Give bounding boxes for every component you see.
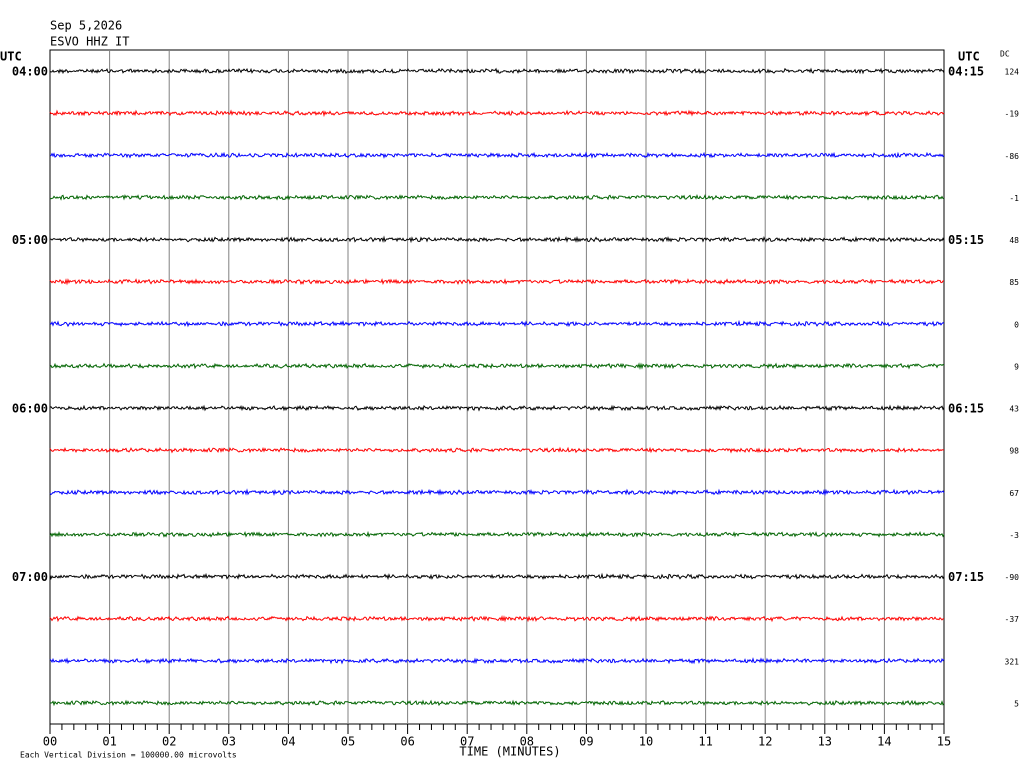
- x-tick-label: 07: [460, 735, 474, 749]
- dc-value: 9: [1014, 362, 1019, 371]
- dc-value: -19: [1005, 110, 1020, 119]
- plot-frame: [49, 49, 945, 725]
- x-tick-label: 08: [520, 735, 534, 749]
- trace: [50, 235, 945, 244]
- x-tick-label: 06: [400, 735, 414, 749]
- trace: [49, 488, 945, 497]
- x-tick-label: 09: [579, 735, 593, 749]
- dc-title: DC: [1000, 50, 1010, 59]
- time-label-left: 04:00: [12, 65, 48, 79]
- dc-value: 48: [1009, 236, 1019, 245]
- dc-value: -90: [1005, 573, 1020, 582]
- x-axis-title: TIME (MINUTES): [459, 745, 560, 759]
- dc-value: 321: [1005, 657, 1020, 666]
- right-title: UTC: [958, 50, 980, 64]
- trace: [49, 657, 945, 665]
- time-label-left: 07:00: [12, 570, 48, 584]
- trace: [49, 278, 945, 286]
- time-label-right: 05:15: [948, 233, 984, 247]
- left-title: UTC: [0, 50, 22, 64]
- trace: [49, 446, 945, 454]
- station: ESVO HHZ IT: [50, 35, 129, 49]
- time-label-right: 07:15: [948, 570, 984, 584]
- footer: Each Vertical Division = 100000.00 micro…: [20, 751, 237, 760]
- dc-value: 98: [1009, 447, 1019, 456]
- x-tick-label: 04: [281, 735, 295, 749]
- trace: [49, 151, 945, 159]
- time-label-left: 05:00: [12, 233, 48, 247]
- dc-value: -86: [1005, 152, 1020, 161]
- x-tick-label: 03: [222, 735, 236, 749]
- dc-value: 43: [1009, 405, 1019, 414]
- dc-value: -37: [1005, 615, 1020, 624]
- dc-value: -1: [1009, 194, 1019, 203]
- trace: [49, 572, 945, 581]
- dc-value: 5: [1014, 699, 1019, 708]
- trace: [49, 614, 945, 623]
- dc-value: 124: [1005, 68, 1020, 77]
- trace: [49, 362, 945, 370]
- trace: [50, 699, 945, 707]
- x-tick-label: 12: [758, 735, 772, 749]
- trace: [49, 109, 945, 118]
- x-tick-label: 10: [639, 735, 653, 749]
- dc-value: -3: [1009, 531, 1019, 540]
- dc-value: 67: [1009, 489, 1019, 498]
- trace: [49, 319, 945, 328]
- x-tick-label: 00: [43, 735, 57, 749]
- time-label-right: 04:15: [948, 65, 984, 79]
- dc-value: 0: [1014, 320, 1019, 329]
- time-label-right: 06:15: [948, 402, 984, 416]
- trace: [49, 404, 945, 412]
- x-tick-label: 02: [162, 735, 176, 749]
- x-tick-label: 05: [341, 735, 355, 749]
- x-tick-label: 13: [818, 735, 832, 749]
- dc-value: 85: [1009, 278, 1019, 287]
- trace: [49, 193, 945, 201]
- x-tick-label: 14: [877, 735, 891, 749]
- date: Sep 5,2026: [50, 19, 122, 33]
- trace: [49, 530, 945, 538]
- x-tick-label: 01: [102, 735, 116, 749]
- trace: [49, 67, 945, 75]
- time-label-left: 06:00: [12, 402, 48, 416]
- x-tick-label: 15: [937, 735, 951, 749]
- x-tick-label: 11: [698, 735, 712, 749]
